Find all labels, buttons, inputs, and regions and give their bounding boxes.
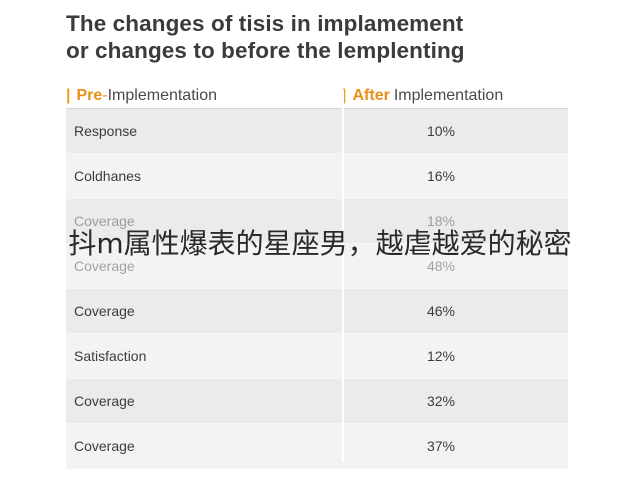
header-after-label: After [352,87,390,104]
row-value: 18% [426,213,456,229]
column-divider [342,90,344,462]
table-row: Coverage 48% [66,244,568,289]
row-value: 37% [426,438,456,454]
header-bar-left: | [66,87,71,104]
header-after-impl-label: Implementation [393,87,504,104]
table-row: Coverage 18% [66,199,568,244]
header-bar-right: | [342,87,347,104]
header-pre-impl-label: Implementation [107,87,217,104]
table-row: Coverage 32% [66,379,568,424]
row-label: Coverage [74,438,135,454]
row-label: Coverage [74,213,135,229]
row-value: 12% [426,348,456,364]
header-pre-implementation: | Pre - Implementation [66,87,342,105]
header-after-implementation: | After Implementation [342,87,568,105]
row-label: Coverage [74,258,135,274]
header-dash: - [102,87,108,104]
overlay-caption: 抖m属性爆表的星座男，越虐越爱的秘密 [68,227,572,260]
page-title: The changes of tisis in implamement or c… [66,10,606,64]
row-value: 32% [426,393,456,409]
header-divider [66,108,568,109]
row-value: 48% [426,258,456,274]
table-row: Coverage 46% [66,289,568,334]
row-label: Satisfaction [74,348,147,364]
row-label: Coldhanes [74,168,141,184]
header-pre-label: Pre [76,87,103,104]
row-label: Response [74,123,138,139]
row-value: 16% [426,168,456,184]
table-row: Satisfaction 12% [66,334,568,379]
row-label: Coverage [74,303,135,319]
comparison-table: Response 10% Coldhanes 16% Coverage 18% … [66,109,568,469]
title-line-1: The changes of tisis in implamement [66,11,464,36]
row-value: 10% [426,123,456,139]
table-row: Coldhanes 16% [66,154,568,199]
table-row: Coverage 37% [66,424,568,469]
title-line-2: or changes to before the lemplenting [66,38,465,63]
row-value: 46% [426,303,456,319]
table-row: Response 10% [66,109,568,154]
row-label: Coverage [74,393,135,409]
table-header: | Pre - Implementation | After Implement… [66,83,568,109]
